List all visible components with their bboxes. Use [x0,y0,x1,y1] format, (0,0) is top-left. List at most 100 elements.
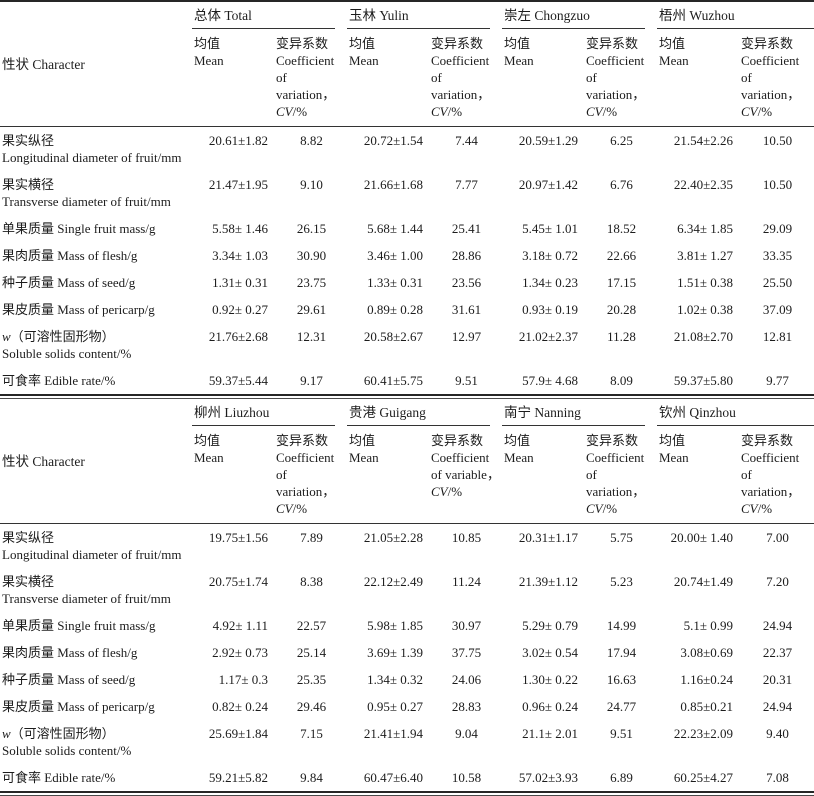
table-row: w（可溶性固形物） Soluble solids content/% 25.69±1… [0,720,814,764]
mean-value: 20.74±1.49 [673,574,733,589]
row-label: 果实纵径 Longitudinal diameter of fruit/mm [2,530,182,562]
table-row: 果实横径 Transverse diameter of fruit/mm 20.75… [0,568,814,612]
mean-value: 20.75±1.74 [208,574,268,589]
mean-column-header: 均值 Mean [502,426,586,524]
mean-column-header: 均值 Mean [502,29,587,127]
mean-value: 21.02±2.37 [518,329,579,344]
cv-value: 23.56 [451,275,482,290]
mean-value: 21.05±2.28 [363,530,423,545]
region-group-header: 崇左 Chongzuo [502,1,657,29]
mean-value: 59.37±5.80 [673,373,734,388]
cv-value: 24.94 [762,699,793,714]
cv-value: 8.09 [610,373,633,388]
mean-column-header: 均值 Mean [347,426,431,524]
region-group-name: 贵港 Guigang [347,403,490,426]
mean-value: 60.25±4.27 [673,770,733,785]
mean-value: 21.41±1.94 [363,726,423,741]
cv-value: 24.77 [606,699,637,714]
row-label: 种子质量 Mass of seed/g [2,672,136,687]
cv-value: 11.28 [607,329,636,344]
cv-value: 9.04 [455,726,478,741]
cv-value: 5.75 [610,530,633,545]
mean-value: 22.23±2.09 [673,726,733,741]
table-row: 果肉质量 Mass of flesh/g 3.34± 1.03 30.90 3.46±… [0,242,814,269]
cv-value: 8.38 [300,574,323,589]
cv-value: 28.83 [451,699,482,714]
cv-value: 6.25 [610,133,633,148]
mean-value: 21.47±1.95 [208,177,268,192]
table-row: 可食率 Edible rate/% 59.21±5.82 9.84 60.47±6.4… [0,764,814,791]
mean-value: 0.96± 0.24 [522,699,578,714]
row-label: 可食率 Edible rate/% [2,373,116,388]
mean-value: 1.16±0.24 [680,672,733,687]
cv-column-header: 变异系数 Coefficient of variation， CV/% [276,426,347,524]
mean-value: 20.61±1.82 [208,133,268,148]
traits-table-lower-half: 性状 Character 柳州 Liuzhou 贵港 Guigang 南宁 Nanni… [0,399,814,791]
mean-value: 0.82± 0.24 [212,699,268,714]
mean-value: 0.89± 0.28 [367,302,423,317]
mean-value: 60.47±6.40 [363,770,423,785]
mean-value: 20.58±2.67 [363,329,423,344]
mean-value: 1.51± 0.38 [677,275,734,290]
mean-value: 3.18± 0.72 [522,248,579,263]
mean-value: 21.08±2.70 [673,329,734,344]
cv-value: 30.97 [451,618,482,633]
cv-value: 14.99 [606,618,637,633]
row-label: 单果质量 Single fruit mass/g [2,618,156,633]
cv-value: 29.09 [762,221,793,236]
row-label: 果肉质量 Mass of flesh/g [2,248,138,263]
cv-value: 7.08 [766,770,789,785]
mean-value: 1.34± 0.32 [367,672,423,687]
row-label: w（可溶性固形物） Soluble solids content/% [2,329,132,361]
cv-value: 25.41 [451,221,482,236]
region-group-header: 梧州 Wuzhou [657,1,814,29]
cv-value: 9.84 [300,770,323,785]
region-group-name: 总体 Total [192,6,335,29]
mean-value: 5.58± 1.46 [212,221,268,236]
character-column-header: 性状 Character [0,1,192,127]
cv-value: 9.77 [766,373,789,388]
mean-value: 20.72±1.54 [363,133,423,148]
mean-value: 20.31±1.17 [518,530,578,545]
cv-value: 18.52 [606,221,637,236]
table-row: 果皮质量 Mass of pericarp/g 0.92± 0.27 29.61 0.… [0,296,814,323]
table-row: 果实纵径 Longitudinal diameter of fruit/mm 19.… [0,524,814,569]
cv-value: 10.50 [762,177,793,192]
mean-value: 21.1± 2.01 [522,726,578,741]
cv-value: 12.81 [762,329,793,344]
cv-value: 7.20 [766,574,789,589]
table-row: w（可溶性固形物） Soluble solids content/% 21.76±2… [0,323,814,367]
mean-value: 3.08±0.69 [680,645,733,660]
cv-value: 7.89 [300,530,323,545]
cv-value: 26.15 [296,221,327,236]
mean-value: 1.17± 0.3 [218,672,268,687]
cv-value: 31.61 [451,302,482,317]
cv-value: 33.35 [762,248,793,263]
mean-value: 22.12±2.49 [363,574,423,589]
table-row: 单果质量 Single fruit mass/g 4.92± 1.11 22.57 5… [0,612,814,639]
mean-value: 57.9± 4.68 [522,373,579,388]
mean-value: 3.69± 1.39 [367,645,423,660]
table-row: 果实横径 Transverse diameter of fruit/mm 21.47… [0,171,814,215]
mean-value: 5.1± 0.99 [683,618,733,633]
cv-column-header: 变异系数 Coefficient of variation， CV/% [741,426,814,524]
mean-value: 21.54±2.26 [673,133,734,148]
cv-value: 37.09 [762,302,793,317]
cv-value: 29.61 [296,302,327,317]
region-group-header: 南宁 Nanning [502,399,657,426]
cv-value: 25.50 [762,275,793,290]
mean-column-header: 均值 Mean [192,426,276,524]
mean-value: 21.76±2.68 [208,329,268,344]
mean-value: 20.00± 1.40 [670,530,733,545]
cv-value: 10.58 [451,770,482,785]
character-column-header: 性状 Character [0,399,192,524]
row-label: 果皮质量 Mass of pericarp/g [2,302,155,317]
table-bottom-rule [0,791,814,796]
cv-value: 16.63 [606,672,637,687]
sub-header-row: 均值 Mean 变异系数 Coefficient of variation， CV/% 均… [0,29,814,127]
row-label: 单果质量 Single fruit mass/g [2,221,156,236]
cv-value: 12.31 [296,329,327,344]
region-group-name: 梧州 Wuzhou [657,6,814,29]
mean-value: 5.29± 0.79 [522,618,578,633]
mean-value: 1.02± 0.38 [677,302,734,317]
